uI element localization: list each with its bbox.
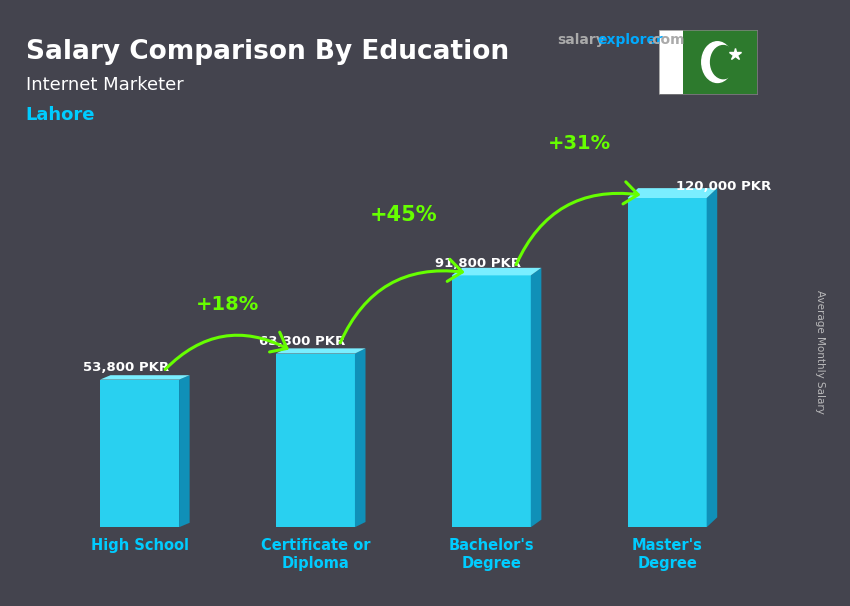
Bar xyxy=(627,198,706,527)
Text: Salary Comparison By Education: Salary Comparison By Education xyxy=(26,39,508,65)
Bar xyxy=(659,30,683,94)
Bar xyxy=(683,30,756,94)
Text: 53,800 PKR: 53,800 PKR xyxy=(83,361,169,374)
Bar xyxy=(451,275,530,527)
Text: 91,800 PKR: 91,800 PKR xyxy=(435,257,521,270)
Text: 120,000 PKR: 120,000 PKR xyxy=(676,179,771,193)
Text: Lahore: Lahore xyxy=(26,106,95,124)
Polygon shape xyxy=(451,268,541,275)
Text: salary: salary xyxy=(557,33,604,47)
Text: +45%: +45% xyxy=(370,205,437,225)
FancyArrowPatch shape xyxy=(165,332,287,370)
Text: explorer: explorer xyxy=(598,33,663,47)
FancyArrowPatch shape xyxy=(340,259,462,343)
Circle shape xyxy=(711,45,736,79)
Bar xyxy=(275,353,355,527)
Polygon shape xyxy=(355,348,366,527)
Polygon shape xyxy=(179,375,190,527)
Text: +31%: +31% xyxy=(547,134,611,153)
Bar xyxy=(100,379,179,527)
Polygon shape xyxy=(706,188,717,527)
Polygon shape xyxy=(530,268,541,527)
FancyArrowPatch shape xyxy=(516,182,638,265)
Polygon shape xyxy=(627,188,717,198)
Text: 63,300 PKR: 63,300 PKR xyxy=(259,335,345,348)
Circle shape xyxy=(702,42,733,82)
Text: .com: .com xyxy=(648,33,685,47)
Polygon shape xyxy=(275,348,366,353)
Text: Average Monthly Salary: Average Monthly Salary xyxy=(815,290,825,413)
Text: +18%: +18% xyxy=(196,295,259,314)
Text: Internet Marketer: Internet Marketer xyxy=(26,76,184,94)
Polygon shape xyxy=(100,375,190,379)
